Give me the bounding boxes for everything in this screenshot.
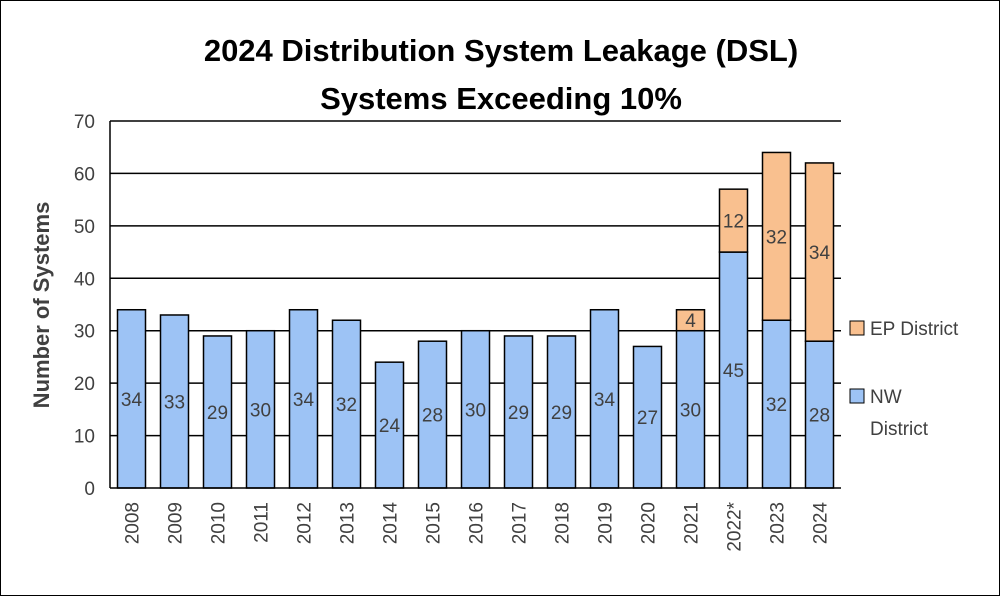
bar-nw-district — [546, 335, 577, 489]
y-tick-label: 60 — [74, 164, 95, 185]
y-axis-title: Number of Systems — [29, 202, 54, 409]
data-label-nw-district: 29 — [508, 403, 529, 424]
y-tick-label: 70 — [74, 112, 95, 133]
y-tick-label: 10 — [74, 427, 95, 448]
bar-nw-district — [675, 329, 706, 489]
x-tick-label: 2022* — [725, 501, 746, 551]
chart-title-line-2: Systems Exceeding 10% — [320, 81, 682, 116]
legend-swatch — [849, 320, 865, 336]
data-label-nw-district: 34 — [293, 390, 315, 411]
bar-nw-district — [159, 314, 190, 489]
x-tick-label: 2018 — [553, 502, 574, 544]
data-label-nw-district: 30 — [465, 400, 486, 421]
x-tick-label: 2011 — [252, 502, 273, 543]
data-label-nw-district: 28 — [422, 406, 443, 427]
legend-label: NW — [870, 387, 902, 408]
y-tick-label: 20 — [74, 374, 95, 395]
x-tick-label: 2013 — [338, 502, 359, 544]
y-tick-label: 0 — [84, 479, 95, 500]
y-tick-label: 40 — [74, 269, 95, 290]
x-tick-label: 2020 — [639, 502, 660, 544]
data-label-nw-district: 32 — [336, 395, 357, 416]
legend-label: District — [870, 419, 929, 440]
x-tick-label: 2021 — [682, 502, 703, 544]
chart-title-line-1: 2024 Distribution System Leakage (DSL) — [204, 33, 798, 68]
x-tick-label: 2019 — [596, 502, 617, 544]
bar-nw-district — [202, 335, 233, 489]
data-label-nw-district: 27 — [637, 408, 658, 429]
axes: 0 10 20 30 40 50 60 70 2008 2009 2010 2011 2012 2013 2… — [74, 112, 841, 552]
data-label-ep-district: 34 — [809, 243, 831, 264]
data-label-nw-district: 45 — [723, 361, 744, 382]
bar-ep-district — [761, 151, 792, 321]
x-tick-label: 2009 — [166, 502, 187, 544]
bar-ep-district — [804, 162, 835, 342]
x-tick-label: 2023 — [768, 502, 789, 544]
legend: EP District NW District — [849, 319, 959, 440]
data-label-nw-district: 30 — [250, 400, 271, 421]
data-labels: 34 33 29 30 34 32 24 28 30 29 29 34 27 30 4 45 12 32 32 28 3… — [121, 212, 831, 437]
data-label-nw-district: 29 — [551, 403, 572, 424]
data-label-nw-district: 34 — [121, 390, 143, 411]
data-label-nw-district: 28 — [809, 406, 830, 427]
bar-nw-district — [288, 308, 319, 489]
bar-nw-district — [374, 361, 405, 489]
data-label-nw-district: 29 — [207, 403, 228, 424]
bar-ep-district — [718, 188, 749, 253]
data-label-nw-district: 24 — [379, 416, 401, 437]
data-label-nw-district: 30 — [680, 400, 701, 421]
legend-swatch — [849, 388, 865, 404]
y-tick-label: 50 — [74, 217, 95, 238]
x-tick-label: 2015 — [424, 502, 445, 544]
bar-ep-district — [675, 308, 706, 332]
bars — [116, 151, 835, 489]
data-label-ep-district: 12 — [723, 212, 744, 233]
bar-nw-district — [417, 340, 448, 489]
data-label-ep-district: 32 — [766, 227, 787, 248]
legend-label: EP District — [870, 319, 959, 340]
data-label-ep-district: 4 — [685, 311, 696, 332]
x-tick-label: 2024 — [811, 502, 832, 545]
data-label-nw-district: 34 — [594, 390, 616, 411]
bar-nw-district — [589, 308, 620, 489]
x-tick-label: 2014 — [381, 502, 402, 545]
x-tick-label: 2010 — [209, 502, 230, 544]
legend-item-nw-district: NW District — [849, 387, 929, 440]
x-tick-label: 2016 — [467, 502, 488, 544]
bar-nw-district — [503, 335, 534, 489]
legend-item-ep-district: EP District — [849, 319, 959, 340]
x-tick-label: 2012 — [295, 502, 316, 544]
y-tick-label: 30 — [74, 322, 95, 343]
data-label-nw-district: 33 — [164, 392, 185, 413]
x-tick-label: 2017 — [510, 502, 531, 544]
bar-nw-district — [331, 319, 362, 489]
x-tick-label: 2008 — [123, 502, 144, 544]
data-label-nw-district: 32 — [766, 395, 787, 416]
